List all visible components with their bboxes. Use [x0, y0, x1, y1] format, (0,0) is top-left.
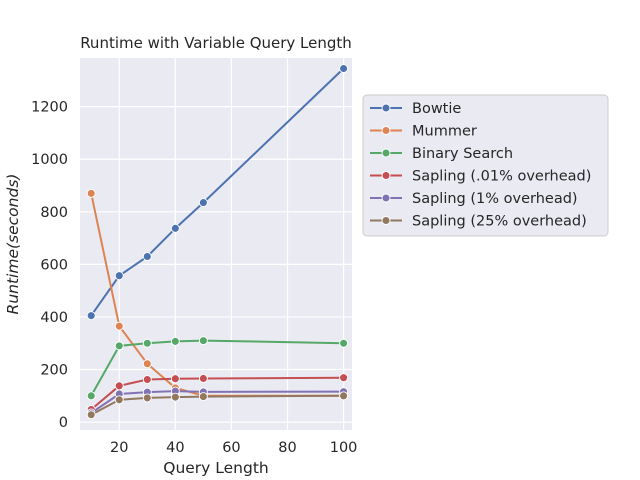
- data-point: [142, 375, 152, 384]
- y-tick-label: 1200: [31, 100, 68, 116]
- data-point: [170, 336, 180, 346]
- legend-item: Binary Search: [370, 146, 513, 162]
- data-point: [198, 374, 208, 383]
- y-tick-label: 400: [40, 310, 68, 326]
- legend-item: Sapling (1% overhead): [370, 191, 578, 207]
- data-point: [114, 395, 124, 405]
- legend-swatch-marker: [381, 171, 391, 180]
- series-layer: [86, 64, 349, 420]
- legend-label: Bowtie: [412, 101, 461, 117]
- data-point: [170, 223, 180, 233]
- data-point: [114, 271, 124, 281]
- data-point: [339, 373, 349, 383]
- data-point: [339, 64, 349, 73]
- data-point: [170, 374, 180, 384]
- legend-label: Binary Search: [412, 146, 513, 162]
- series-binary-search: [86, 336, 349, 401]
- x-axis-title: Query Length: [163, 459, 269, 477]
- series-line: [90, 394, 344, 416]
- chart-title: Runtime with Variable Query Length: [80, 34, 352, 52]
- x-tick-label: 20: [110, 440, 128, 456]
- legend-item: Sapling (.01% overhead): [370, 169, 591, 185]
- data-point: [142, 252, 152, 261]
- x-tick-label: 80: [278, 440, 296, 456]
- data-point: [142, 393, 152, 403]
- legend-label: Mummer: [412, 124, 477, 140]
- legend-swatch-marker: [381, 148, 391, 158]
- legend-swatch-marker: [381, 103, 391, 113]
- legend-label: Sapling (1% overhead): [412, 191, 578, 207]
- x-tick-label: 100: [330, 440, 358, 456]
- y-tick-label: 1000: [31, 152, 68, 168]
- x-tick-labels: 20 40 60 80 100: [110, 440, 357, 456]
- data-point: [339, 338, 349, 348]
- legend-frame: [362, 94, 609, 237]
- data-point: [86, 188, 96, 198]
- legend-label: Sapling (25% overhead): [412, 214, 587, 230]
- legend-item: Mummer: [370, 124, 477, 140]
- x-tick-label: 40: [166, 440, 184, 456]
- data-point: [114, 321, 124, 331]
- series-line: [90, 390, 344, 414]
- data-point: [339, 391, 349, 401]
- data-point: [114, 341, 124, 351]
- legend-label: Sapling (.01% overhead): [412, 169, 591, 185]
- series-line: [90, 67, 345, 317]
- y-tick-label: 800: [40, 205, 68, 221]
- series-line: [90, 339, 344, 397]
- data-point: [198, 198, 208, 208]
- series-sapling-25-overhead: [86, 391, 349, 420]
- data-point: [198, 336, 208, 346]
- data-point: [114, 381, 124, 391]
- y-tick-label: 600: [40, 257, 68, 273]
- legend-swatch-marker: [381, 126, 391, 135]
- x-tick-label: 60: [222, 440, 240, 456]
- y-tick-label: 0: [59, 415, 68, 431]
- data-point: [142, 338, 152, 348]
- series-bowtie: [86, 64, 349, 321]
- grid-lines: [80, 58, 352, 430]
- y-axis-title: Runtime(seconds): [4, 174, 22, 315]
- legend-swatch-marker: [381, 193, 391, 203]
- y-tick-labels: 0 200 400 600 800 1000 1200: [31, 100, 68, 431]
- legend-item: Sapling (25% overhead): [370, 214, 587, 230]
- plot-background: [80, 58, 352, 430]
- y-tick-label: 200: [40, 363, 68, 379]
- legend: Bowtie Mummer Binary Search Sapling (.01% o…: [362, 94, 609, 237]
- data-point: [198, 392, 208, 402]
- data-point: [86, 410, 96, 420]
- data-point: [142, 359, 152, 369]
- series-line: [90, 376, 344, 411]
- legend-swatch-marker: [381, 216, 391, 225]
- data-point: [86, 391, 96, 401]
- data-point: [170, 392, 180, 402]
- legend-item: Bowtie: [370, 101, 461, 117]
- data-point: [86, 311, 96, 321]
